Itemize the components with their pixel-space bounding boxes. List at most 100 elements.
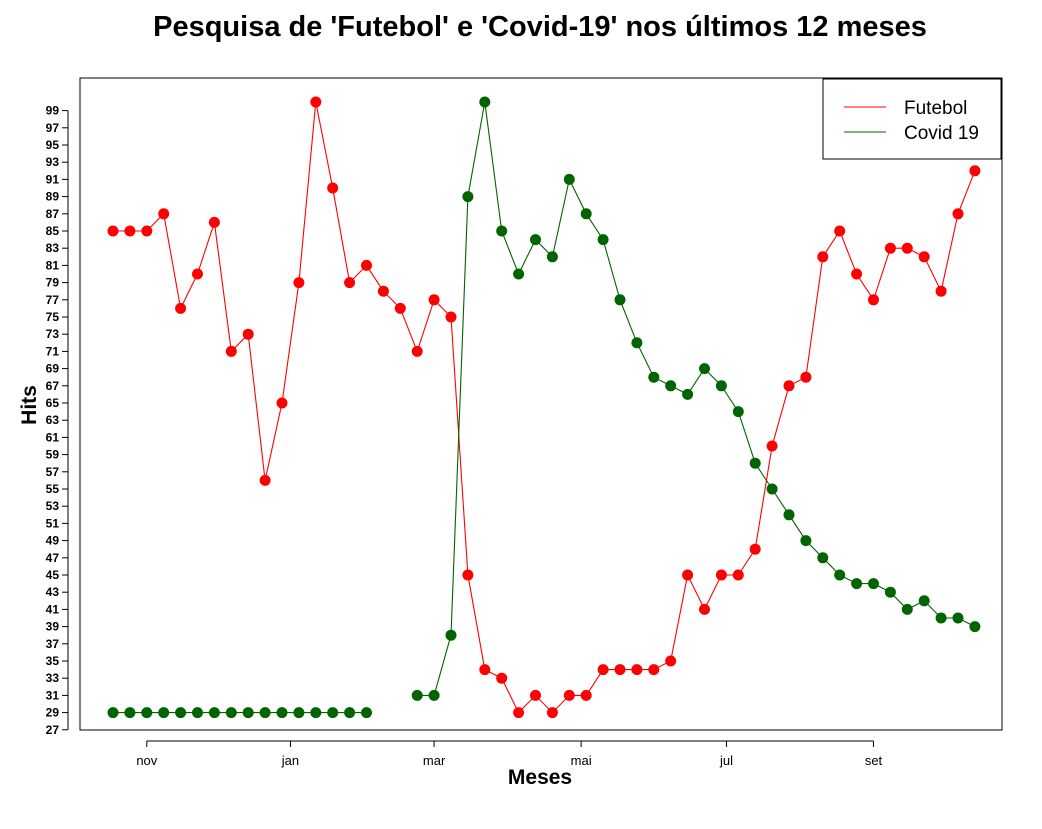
series-futebol-point-35 [699, 603, 710, 615]
y-tick-label-27: 27 [46, 723, 60, 737]
series-futebol-point-41 [800, 371, 812, 383]
series-covid-19-point-5 [192, 707, 203, 719]
series-futebol-point-15 [361, 259, 372, 271]
series-covid-19-point-45 [868, 578, 879, 590]
series-futebol-point-33 [665, 655, 677, 667]
series-covid-19-point-6 [208, 707, 220, 719]
series-futebol-point-1 [124, 225, 136, 237]
y-tick-label-61: 61 [46, 430, 60, 444]
series-futebol-point-31 [631, 664, 643, 676]
y-tick-label-51: 51 [46, 516, 60, 530]
series-covid-19-point-50 [952, 612, 964, 624]
series-covid-19-point-47 [901, 603, 913, 615]
series-covid-19-point-35 [699, 363, 710, 375]
x-tick-label-jan: jan [281, 753, 299, 768]
series-futebol-line-0 [113, 101, 976, 714]
series-covid-19-point-12 [310, 707, 322, 719]
series-covid-19-point-44 [851, 578, 863, 590]
series-futebol-point-48 [918, 251, 930, 263]
series-futebol-point-3 [158, 208, 170, 220]
series-futebol-point-28 [580, 689, 592, 701]
series-covid-19-point-4 [175, 707, 187, 719]
y-axis-title: Hits [18, 385, 41, 425]
y-tick-label-77: 77 [46, 293, 60, 307]
series-futebol-point-26 [546, 707, 558, 719]
series-futebol-point-37 [732, 569, 744, 581]
y-tick-label-91: 91 [46, 172, 60, 186]
series-futebol-point-9 [259, 474, 271, 486]
series-futebol-point-21 [462, 569, 474, 581]
y-tick-label-53: 53 [46, 499, 60, 513]
chart-title: Pesquisa de 'Futebol' e 'Covid-19' nos ú… [153, 11, 927, 43]
legend-box [822, 78, 1002, 160]
series-covid-19-point-20 [445, 629, 457, 641]
series-covid-19-point-11 [293, 707, 305, 719]
series-covid-19-point-26 [546, 251, 558, 263]
y-tick-label-43: 43 [46, 585, 60, 599]
series-futebol-point-7 [225, 345, 237, 357]
y-tick-label-73: 73 [46, 327, 60, 341]
series-covid-19-point-34 [682, 388, 694, 400]
series-futebol-point-40 [783, 380, 795, 392]
series-covid-19-point-14 [344, 707, 356, 719]
series-covid-19-point-38 [749, 457, 761, 469]
series-futebol-point-10 [276, 397, 288, 409]
x-tick-label-mai: mai [571, 753, 592, 768]
series-covid-19-point-1 [124, 707, 136, 719]
y-tick-label-49: 49 [46, 534, 60, 548]
y-tick-label-67: 67 [46, 379, 60, 393]
series-futebol-point-42 [817, 251, 829, 263]
series-covid-19-point-10 [276, 707, 288, 719]
series-futebol-point-43 [834, 225, 846, 237]
y-tick-label-33: 33 [46, 671, 60, 685]
x-tick-label-set: set [865, 753, 883, 768]
series-futebol-point-20 [445, 311, 457, 323]
series-covid-19-point-30 [614, 294, 626, 306]
y-tick-label-41: 41 [46, 602, 60, 616]
y-tick-label-75: 75 [46, 310, 60, 324]
series-layer [107, 96, 981, 719]
series-futebol-point-0 [107, 225, 119, 237]
series-covid-19-point-46 [884, 586, 896, 598]
series-futebol-point-22 [479, 664, 491, 676]
x-axis-title: Meses [508, 766, 572, 789]
series-futebol-point-24 [513, 707, 525, 719]
series-futebol-point-51 [969, 165, 981, 177]
series-futebol-point-44 [851, 268, 863, 280]
y-tick-label-81: 81 [46, 258, 60, 272]
series-futebol-point-12 [310, 96, 322, 108]
y-tick-label-93: 93 [46, 155, 60, 169]
series-futebol-point-23 [496, 672, 508, 684]
x-tick-label-nov: nov [136, 753, 157, 768]
series-futebol-point-13 [327, 182, 339, 194]
series-covid-19-point-18 [411, 689, 423, 701]
series-covid-19-point-51 [969, 621, 981, 633]
legend-futebol-label: Futebol [904, 98, 967, 119]
y-tick-label-83: 83 [46, 241, 60, 255]
y-tick-label-45: 45 [46, 568, 60, 582]
plot-frame [79, 77, 1003, 731]
series-futebol-point-30 [614, 664, 626, 676]
y-axis: 27 29 31 33 35 37 39 41 43 45 47 49 51 53 55 57 59 61 63 65… [46, 104, 69, 737]
series-futebol-point-36 [715, 569, 727, 581]
series-futebol [107, 96, 981, 719]
series-futebol-point-2 [141, 225, 153, 237]
series-futebol-point-5 [192, 268, 203, 280]
series-covid-19-point-22 [479, 96, 491, 108]
series-covid-19-point-9 [259, 707, 271, 719]
series-covid-19-point-19 [428, 689, 440, 701]
series-futebol-point-45 [868, 294, 879, 306]
series-futebol-point-34 [682, 569, 694, 581]
legend: Futebol Covid 19 [822, 78, 1002, 160]
series-covid-19-point-2 [141, 707, 153, 719]
series-covid-19-point-27 [563, 173, 575, 185]
series-covid-19-point-15 [361, 707, 372, 719]
y-tick-label-69: 69 [46, 362, 60, 376]
series-covid-19-point-24 [513, 268, 525, 280]
series-futebol-point-11 [293, 277, 305, 289]
series-covid-19-point-49 [935, 612, 947, 624]
series-covid-19-point-3 [158, 707, 170, 719]
series-covid-19-point-13 [327, 707, 339, 719]
series-covid-19-point-39 [766, 483, 778, 495]
